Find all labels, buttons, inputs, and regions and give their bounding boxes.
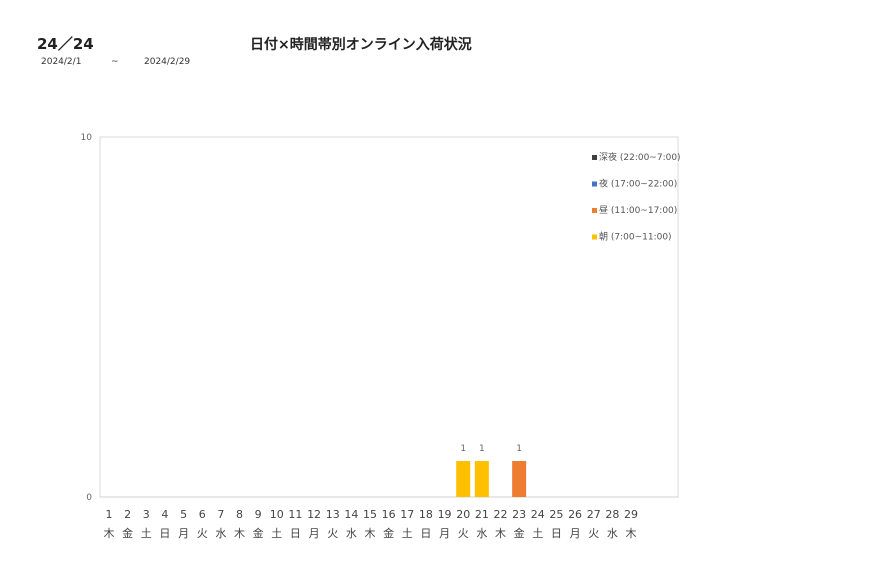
x-tick-label: 12 [307, 508, 321, 521]
x-weekday-label: 土 [271, 527, 282, 540]
date-tilde: ~ [111, 57, 119, 67]
legend-label: 深夜 (22:00~7:00) [599, 151, 681, 163]
bar [456, 461, 471, 497]
x-weekday-label: 木 [495, 527, 506, 540]
legend-label: 昼 (11:00~17:00) [599, 205, 677, 216]
x-tick-label: 20 [456, 508, 470, 521]
x-weekday-label: 火 [197, 527, 208, 540]
plot-area [99, 136, 679, 498]
legend-label: 朝 (7:00~11:00) [599, 232, 672, 243]
x-tick-label: 17 [400, 508, 414, 521]
x-weekday-label: 水 [607, 527, 618, 540]
x-tick-label: 25 [549, 508, 563, 521]
x-weekday-label: 金 [383, 526, 394, 540]
x-weekday-label: 木 [234, 527, 245, 540]
bar [474, 461, 489, 497]
x-weekday-label: 月 [570, 527, 581, 540]
x-weekday-label: 月 [439, 527, 450, 540]
x-tick-label: 26 [568, 508, 582, 521]
x-weekday-label: 金 [514, 526, 525, 540]
data-label: 1 [516, 444, 522, 454]
x-tick-label: 29 [624, 508, 638, 521]
chart-title: 日付×時間帯別オンライン入荷状況 [250, 37, 472, 53]
x-tick-label: 16 [382, 508, 396, 521]
x-tick-label: 24 [531, 508, 545, 521]
data-label: 1 [479, 444, 485, 454]
report-code: 24／24 [37, 35, 94, 53]
y-tick-label: 10 [81, 133, 93, 143]
x-tick-label: 18 [419, 508, 433, 521]
x-tick-label: 15 [363, 508, 377, 521]
x-tick-label: 27 [587, 508, 601, 521]
x-tick-label: 8 [236, 508, 243, 521]
legend-swatch [592, 181, 597, 187]
x-tick-label: 19 [438, 508, 452, 521]
x-tick-label: 1 [106, 508, 113, 521]
x-tick-label: 22 [494, 508, 508, 521]
x-tick-label: 21 [475, 508, 489, 521]
y-tick-label: 0 [86, 493, 92, 503]
x-weekday-label: 火 [458, 527, 469, 540]
x-tick-label: 5 [180, 508, 187, 521]
legend-label: 夜 (17:00~22:00) [599, 178, 677, 190]
x-tick-label: 11 [288, 508, 302, 521]
x-weekday-label: 水 [476, 527, 487, 540]
x-weekday-label: 火 [588, 527, 599, 540]
x-weekday-label: 木 [365, 527, 376, 540]
x-weekday-label: 土 [402, 527, 413, 540]
x-weekday-label: 木 [626, 527, 637, 540]
x-weekday-label: 木 [104, 527, 115, 540]
data-label: 1 [460, 444, 466, 454]
date-from: 2024/2/1 [41, 57, 82, 67]
x-weekday-label: 土 [532, 527, 543, 540]
x-tick-label: 10 [270, 508, 284, 521]
x-weekday-label: 金 [122, 526, 133, 540]
x-tick-label: 13 [326, 508, 340, 521]
x-weekday-label: 日 [159, 527, 170, 540]
legend-swatch [592, 155, 597, 160]
x-weekday-label: 土 [141, 527, 152, 540]
x-weekday-label: 日 [420, 527, 431, 540]
x-tick-label: 4 [161, 508, 168, 521]
date-to: 2024/2/29 [144, 57, 191, 67]
x-tick-label: 14 [344, 508, 358, 521]
x-weekday-label: 月 [178, 527, 189, 540]
x-weekday-label: 火 [327, 527, 338, 540]
x-tick-label: 6 [199, 508, 206, 521]
x-tick-label: 7 [217, 508, 224, 521]
x-weekday-label: 水 [346, 527, 357, 540]
x-tick-label: 2 [124, 508, 131, 521]
x-tick-label: 9 [255, 508, 262, 521]
x-weekday-label: 日 [290, 527, 301, 540]
x-weekday-label: 日 [551, 527, 562, 540]
bar [512, 461, 527, 497]
x-tick-label: 3 [143, 508, 150, 521]
x-tick-label: 28 [605, 508, 619, 521]
legend-swatch [592, 208, 597, 213]
x-weekday-label: 月 [309, 527, 320, 540]
x-tick-label: 23 [512, 508, 526, 521]
legend-swatch [592, 234, 597, 240]
x-weekday-label: 金 [253, 526, 264, 540]
x-weekday-label: 水 [215, 527, 226, 540]
